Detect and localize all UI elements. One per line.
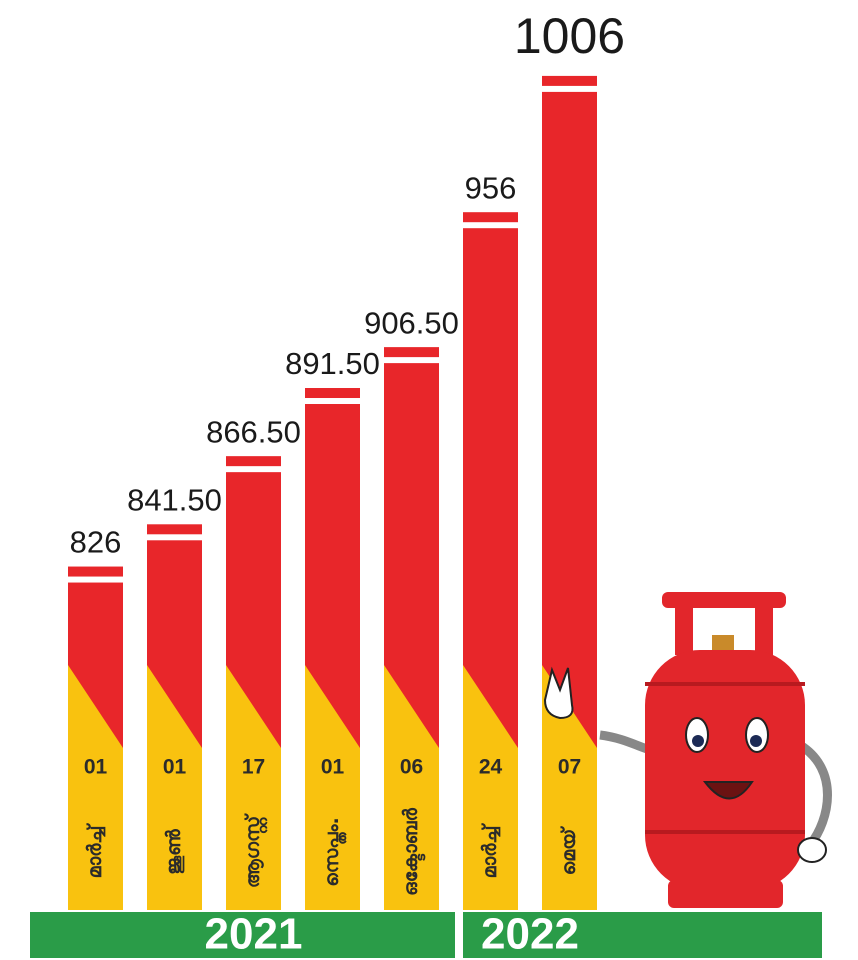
bar-cap [226, 456, 281, 467]
month-label: ജൂൺ [163, 829, 185, 875]
foot [668, 880, 783, 908]
year-label: 2022 [481, 910, 579, 959]
mouth [702, 781, 754, 800]
handle [755, 605, 773, 655]
year-band [463, 912, 822, 958]
bar-cap [463, 212, 518, 223]
bar-base [384, 665, 439, 910]
day-label: 06 [400, 756, 423, 779]
year-label: 2021 [205, 910, 303, 959]
hand [797, 837, 827, 863]
value-label: 1006 [514, 8, 625, 64]
bars: 826 01 മാർച്ച് 841.50 01 ജൂൺ 866.50 17 ആഗസ്റ്റ് 8… [30, 8, 822, 959]
bar-base [542, 665, 597, 910]
day-label: 01 [163, 756, 187, 779]
handle [675, 605, 693, 655]
gas-cylinder [543, 592, 832, 908]
bar-base [147, 665, 202, 910]
arm [797, 741, 832, 848]
bar-cap [305, 388, 360, 399]
month-label: ഒക്ടോബർ [400, 807, 426, 895]
bar-base [68, 665, 123, 910]
band [645, 682, 805, 686]
bar-cap [384, 347, 439, 358]
value-label: 866.50 [206, 414, 301, 449]
day-label: 24 [479, 756, 503, 779]
pupil [692, 735, 704, 747]
day-label: 01 [321, 756, 345, 779]
value-label: 956 [465, 170, 517, 205]
day-label: 17 [242, 756, 265, 779]
month-label: സെപ്തം. [321, 817, 347, 886]
value-label: 826 [70, 525, 122, 560]
bar-base [463, 665, 518, 910]
year-band [30, 912, 455, 958]
bar-base [226, 665, 281, 910]
valve [712, 635, 734, 653]
bar-cap [68, 566, 123, 577]
month-label: മാർച്ച് [84, 822, 106, 878]
month-label: മാർച്ച് [479, 822, 501, 878]
month-label: ആഗസ്റ്റ് [242, 813, 268, 889]
day-label: 01 [84, 756, 108, 779]
day-label: 07 [558, 756, 581, 779]
bar-base [305, 665, 360, 910]
handle [662, 592, 786, 608]
hand [543, 666, 574, 720]
month-label: മെയ് [558, 825, 580, 875]
value-label: 841.50 [127, 482, 222, 517]
bar-cap [147, 524, 202, 535]
bar-cap [542, 75, 597, 86]
band [645, 830, 805, 834]
value-label: 891.50 [285, 346, 380, 381]
value-label: 906.50 [364, 305, 459, 340]
pupil [750, 735, 762, 747]
